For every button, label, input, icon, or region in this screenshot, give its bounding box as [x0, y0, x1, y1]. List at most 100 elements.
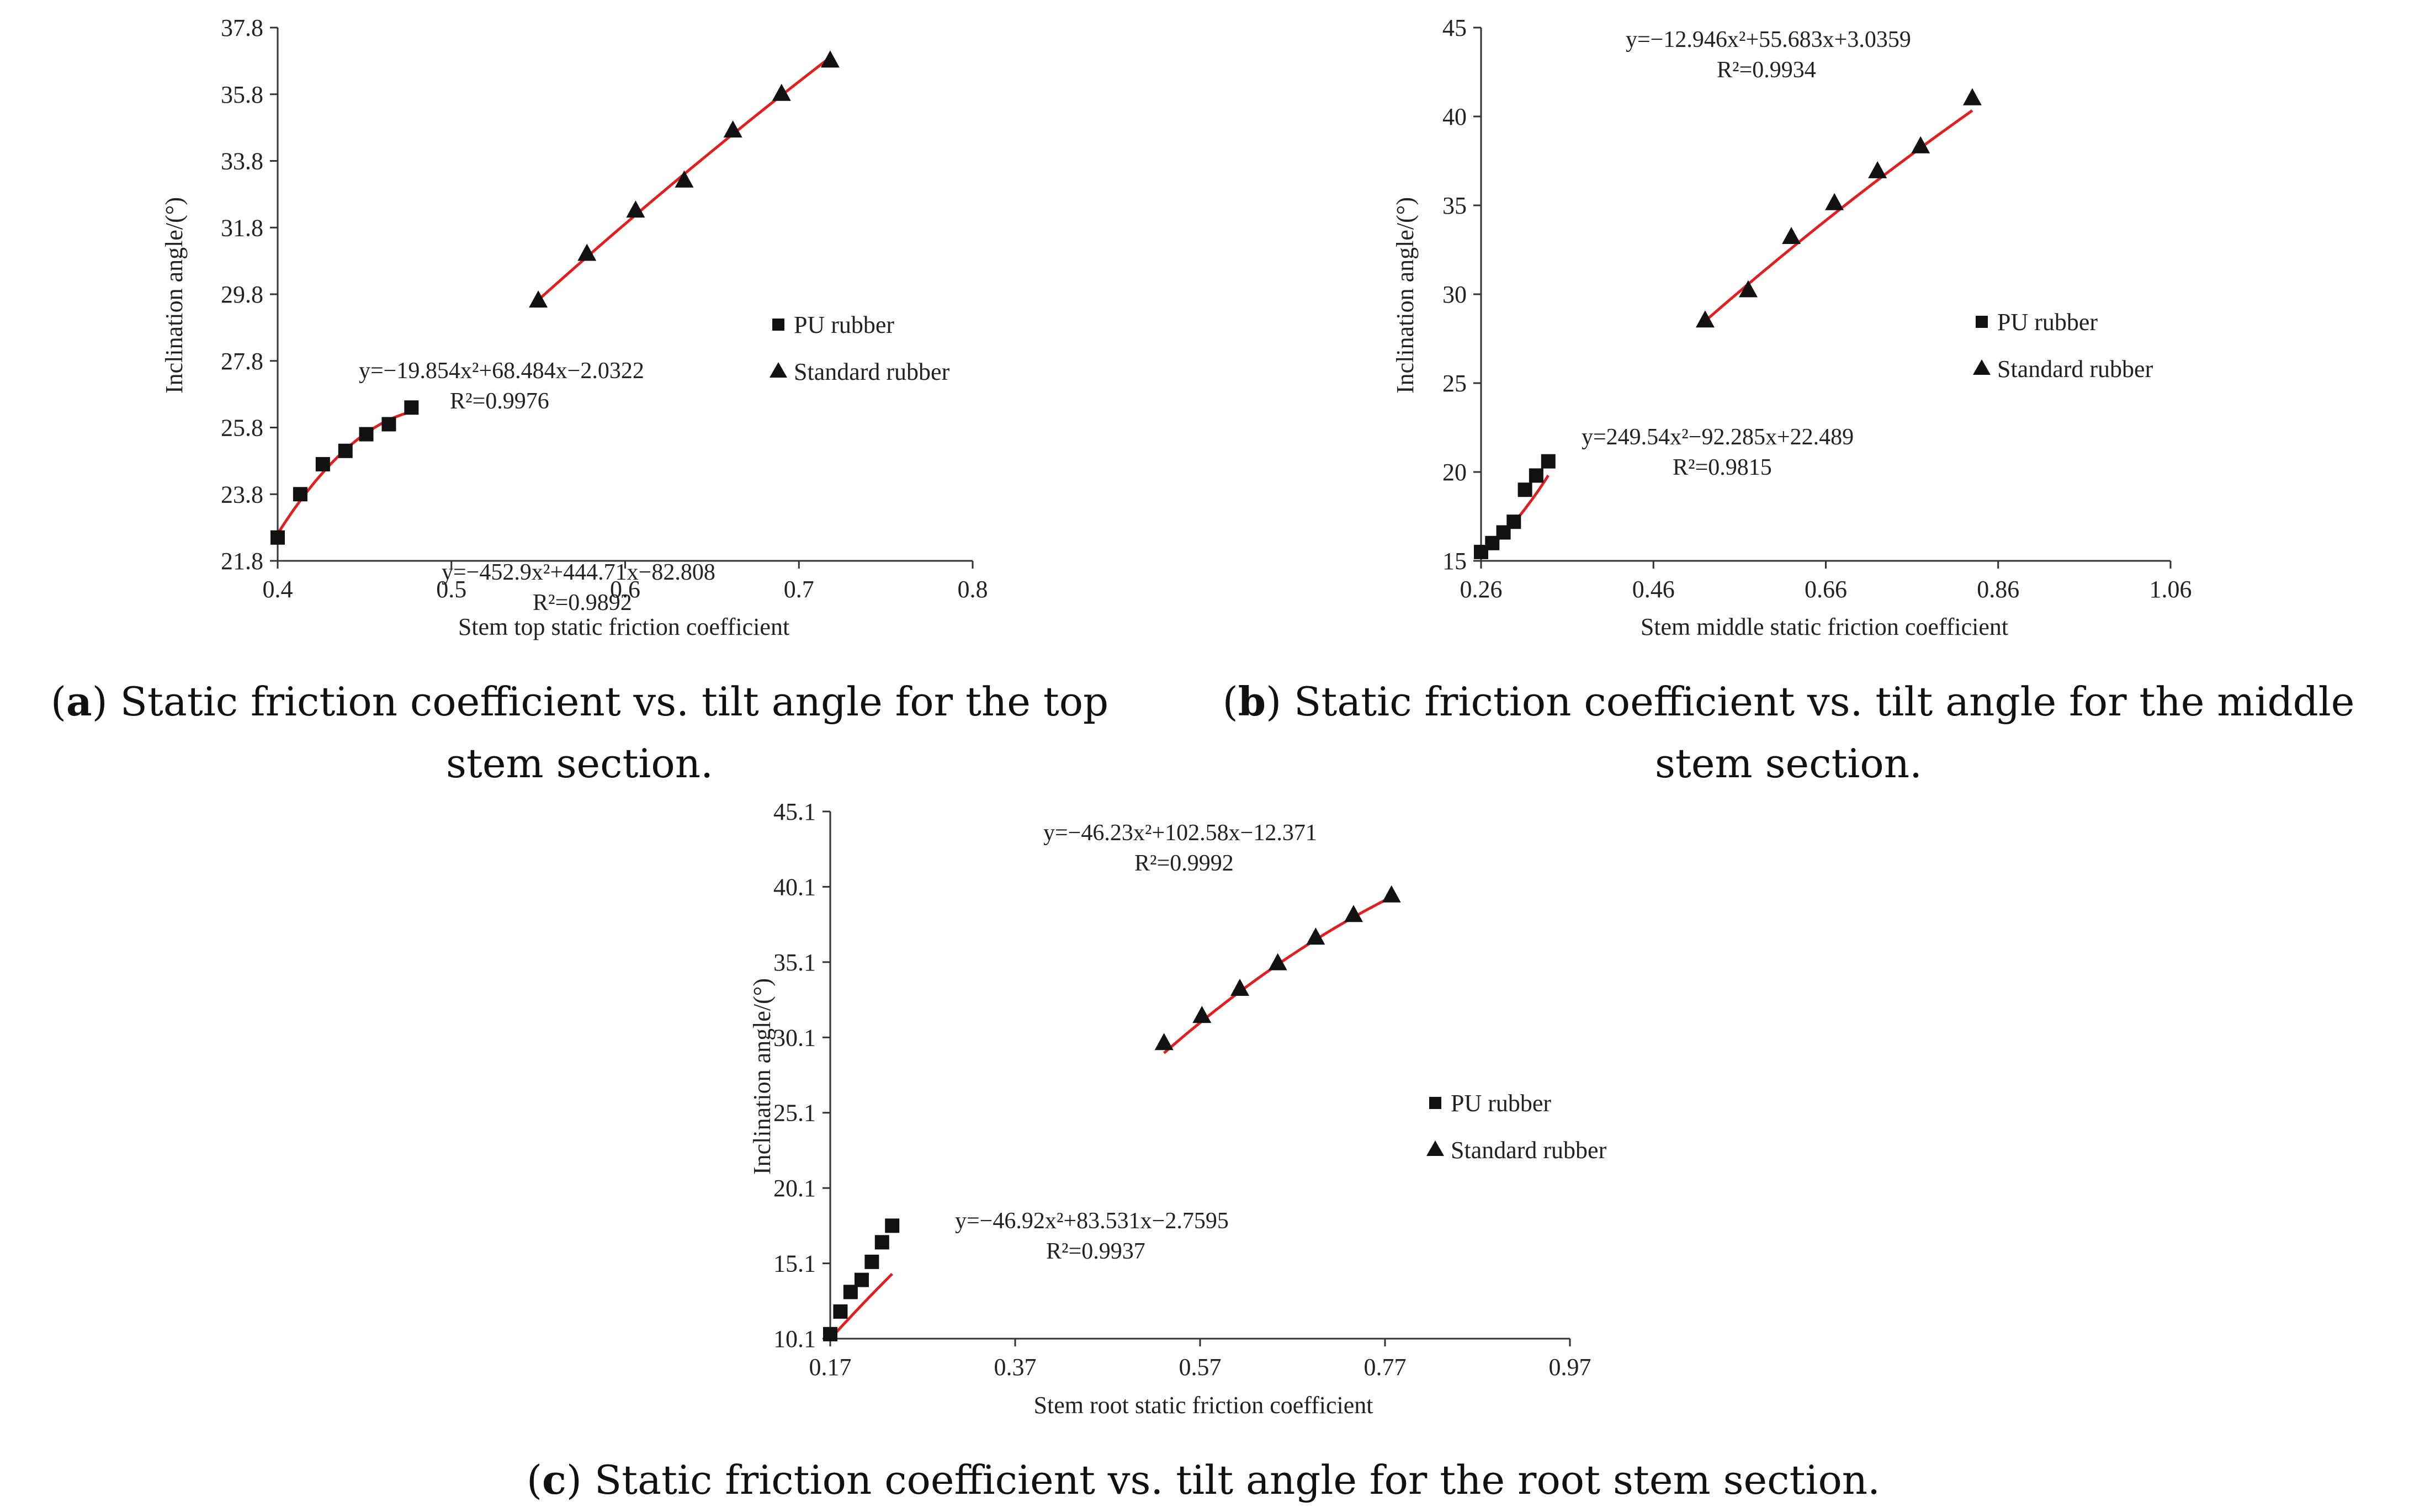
y-tick-label: 10.1: [773, 1325, 816, 1352]
data-point-triangle: [529, 290, 548, 308]
data-point-triangle: [1268, 953, 1287, 970]
x-tick-label: 0.86: [1977, 576, 2019, 603]
series-standard-rubber: y=−19.854x²+68.484x−2.0322 R²=0.9976: [359, 50, 840, 414]
caption-c: (c) Static friction coefficient vs. tilt…: [386, 1449, 2020, 1511]
data-point-triangle: [1154, 1033, 1174, 1051]
data-point-triangle: [1192, 1006, 1212, 1023]
y-tick-label: 21.8: [221, 548, 263, 575]
y-tick-label: 25.8: [221, 415, 263, 442]
data-point-square: [885, 1218, 900, 1233]
data-point-triangle: [1911, 136, 1930, 153]
caption-b: (b) Static friction coefficient vs. tilt…: [1170, 671, 2407, 794]
series-standard-rubber: y=−12.946x²+55.683x+3.0359 R²=0.9934: [1626, 27, 1982, 328]
caption-a-label: a: [66, 678, 92, 725]
y-tick-label: 20: [1442, 459, 1467, 486]
x-tick-label: 0.4: [263, 576, 293, 603]
caption-c-text: ) Static friction coefficient vs. tilt a…: [566, 1457, 1881, 1503]
data-point-square: [315, 457, 330, 471]
x-axis-label: Stem root static friction coefficient: [1034, 1392, 1373, 1419]
y-tick-label: 25: [1442, 370, 1467, 397]
x-tick-label: 0.66: [1805, 576, 1847, 603]
caption-a: (a) Static friction coefficient vs. tilt…: [6, 671, 1154, 794]
data-point-square: [1506, 514, 1521, 529]
legend: PU rubber Standard rubber: [770, 311, 950, 385]
x-tick-label: 0.26: [1460, 576, 1503, 603]
data-point-triangle: [626, 200, 645, 218]
x-tick-label: 0.7: [784, 576, 814, 603]
fit-equation: y=−46.92x²+83.531x−2.7595: [955, 1208, 1229, 1234]
y-tick-label: 35.8: [221, 81, 263, 108]
legend-triangle-icon: [1973, 359, 1991, 375]
fit-equation: y=−12.946x²+55.683x+3.0359: [1626, 27, 1911, 52]
data-point-triangle: [577, 243, 597, 261]
data-point-square: [843, 1285, 858, 1299]
fit-r-squared: R²=0.9892: [533, 590, 632, 616]
y-tick-label: 15.1: [773, 1250, 816, 1277]
legend: PU rubber Standard rubber: [1426, 1090, 1607, 1164]
legend-square-icon: [1429, 1097, 1441, 1109]
x-tick-label: 0.37: [994, 1354, 1037, 1381]
y-tick-label: 40: [1442, 103, 1467, 130]
y-tick-label: 40.1: [773, 873, 816, 900]
data-point-triangle: [675, 170, 694, 188]
x-axis-label: Stem middle static friction coefficient: [1641, 613, 2008, 640]
y-tick-label: 15: [1442, 548, 1467, 575]
data-point-triangle: [820, 50, 840, 68]
y-axis-label: Inclination angle/(°): [161, 197, 188, 394]
fit-r-squared: R²=0.9815: [1673, 455, 1772, 480]
x-tick-label: 0.97: [1549, 1354, 1591, 1381]
legend-square-icon: [1976, 316, 1988, 328]
y-tick-label: 23.8: [221, 481, 263, 508]
data-point-square: [833, 1304, 848, 1319]
y-tick-label: 35.1: [773, 949, 816, 976]
legend-label: PU rubber: [1997, 309, 2098, 336]
fit-equation: y=−452.9x²+444.71x−82.808: [442, 560, 715, 585]
y-tick-label: 33.8: [221, 148, 263, 175]
data-point-square: [359, 427, 374, 442]
data-point-square: [381, 417, 396, 432]
data-point-triangle: [1782, 226, 1801, 244]
series-pu-rubber: y=−452.9x²+444.71x−82.808 R²=0.9892: [270, 400, 715, 616]
x-axis-label: Stem top static friction coefficient: [458, 613, 789, 640]
y-tick-label: 27.8: [221, 348, 263, 375]
chart-c: 0.17 0.37 0.57 0.77 0.97 10.1 15.1 20.1 25.1 30.1…: [749, 798, 1607, 1419]
data-point-square: [338, 443, 353, 458]
legend-triangle-icon: [770, 362, 787, 378]
fit-curve: [829, 1272, 893, 1340]
data-point-square: [293, 487, 307, 502]
data-point-square: [1517, 482, 1532, 497]
y-tick-label: 25.1: [773, 1100, 816, 1127]
fit-r-squared: R²=0.9934: [1717, 57, 1816, 83]
data-point-square: [270, 530, 285, 545]
data-point-triangle: [1306, 927, 1325, 945]
x-tick-label: 0.77: [1364, 1354, 1407, 1381]
data-point-square: [823, 1327, 837, 1341]
caption-b-label: b: [1238, 678, 1266, 725]
legend-label: Standard rubber: [794, 358, 950, 385]
fit-equation: y=−19.854x²+68.484x−2.0322: [359, 358, 644, 384]
chart-a: 0.4 0.5 0.6 0.7 0.8 21.8 23.8 25.8 27.8 29.8 31.8 3…: [161, 14, 988, 640]
data-point-triangle: [772, 83, 791, 101]
legend-triangle-icon: [1426, 1140, 1444, 1156]
caption-a-text: ) Static friction coefficient vs. tilt a…: [92, 678, 1109, 787]
caption-b-text: ) Static friction coefficient vs. tilt a…: [1266, 678, 2355, 787]
y-axis-label: Inclination angle/(°): [749, 978, 776, 1175]
x-tick-label: 0.57: [1179, 1354, 1222, 1381]
y-tick-label: 29.8: [221, 281, 263, 308]
x-tick-label: 0.8: [958, 576, 988, 603]
caption-a-open: (: [50, 678, 66, 725]
fit-equation: y=−46.23x²+102.58x−12.371: [1043, 820, 1317, 846]
data-point-triangle: [1738, 280, 1758, 298]
series-standard-rubber: y=−46.23x²+102.58x−12.371 R²=0.9992: [1043, 820, 1401, 1054]
data-point-triangle: [1695, 310, 1715, 328]
x-tick-label: 0.17: [809, 1354, 852, 1381]
fit-r-squared: R²=0.9937: [1046, 1239, 1145, 1264]
data-point-square: [1529, 468, 1543, 483]
data-point-square: [404, 400, 419, 415]
series-pu-rubber: y=−46.92x²+83.531x−2.7595 R²=0.9937: [823, 1208, 1229, 1341]
y-tick-label: 30: [1442, 281, 1467, 308]
x-tick-label: 0.6: [610, 576, 640, 603]
caption-c-open: (: [526, 1457, 543, 1503]
legend-label: Standard rubber: [1997, 356, 2153, 383]
data-point-triangle: [1344, 905, 1363, 922]
